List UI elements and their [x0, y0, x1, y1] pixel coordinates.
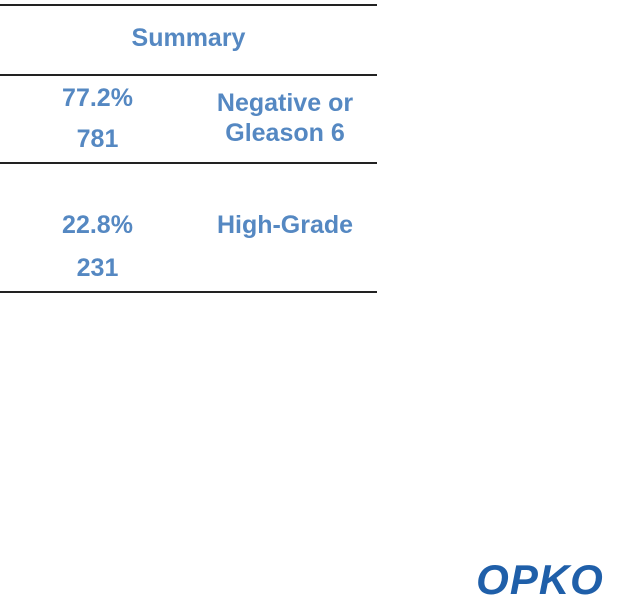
count: 781 [76, 125, 119, 153]
row-rule [0, 74, 377, 76]
percent: 77.2% [62, 84, 133, 112]
logo: OPKO [476, 556, 604, 603]
count: 231 [76, 254, 119, 282]
table-title: Summary [131, 24, 246, 52]
category-label: High-Grade [216, 211, 354, 239]
bottom-rule [0, 291, 377, 293]
row-rule [0, 162, 377, 164]
category-label: Negative or Gleason 6 [216, 89, 354, 147]
top-rule [0, 4, 377, 6]
percent: 22.8% [62, 211, 133, 239]
